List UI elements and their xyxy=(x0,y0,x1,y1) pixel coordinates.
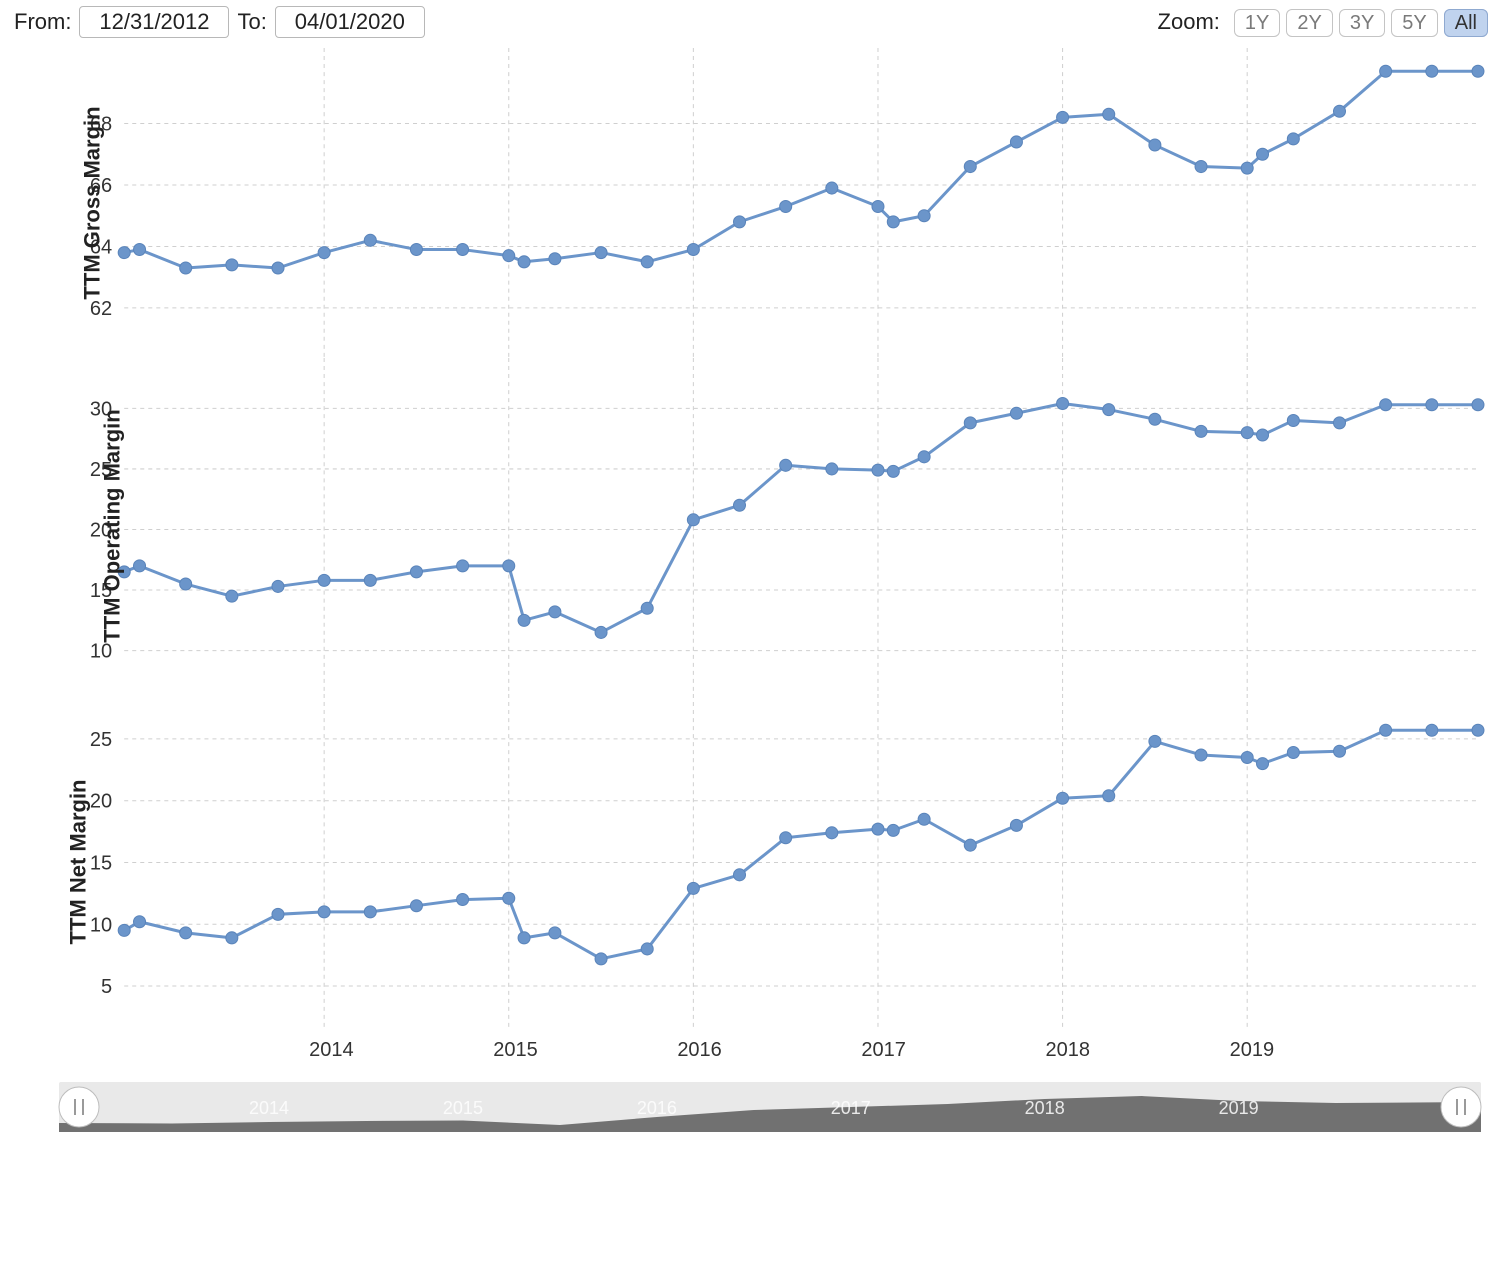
to-label: To: xyxy=(237,9,266,35)
zoom-button-1y[interactable]: 1Y xyxy=(1234,9,1280,37)
svg-text:2014: 2014 xyxy=(309,1039,354,1061)
svg-text:2015: 2015 xyxy=(493,1039,537,1061)
ylabel-gross: TTM Gross Margin xyxy=(80,106,106,299)
svg-text:2014: 2014 xyxy=(249,1098,289,1118)
svg-text:5: 5 xyxy=(101,976,112,998)
from-date-input[interactable]: 12/31/2012 xyxy=(79,6,229,38)
svg-text:20: 20 xyxy=(90,791,112,813)
toolbar: From: 12/31/2012 To: 04/01/2020 Zoom: 1Y… xyxy=(0,6,1502,48)
svg-text:2016: 2016 xyxy=(677,1039,722,1061)
chart-net: 5 10 15 20 25 xyxy=(54,694,1488,1031)
svg-text:2018: 2018 xyxy=(1046,1039,1091,1061)
zoom-label: Zoom: xyxy=(1158,9,1220,35)
from-label: From: xyxy=(14,9,71,35)
svg-text:62: 62 xyxy=(90,298,112,320)
zoom-button-5y[interactable]: 5Y xyxy=(1391,9,1437,37)
chart-operating: 1015202530 xyxy=(54,358,1488,695)
svg-text:15: 15 xyxy=(90,852,112,874)
zoom-button-all[interactable]: All xyxy=(1444,9,1488,37)
svg-text:2015: 2015 xyxy=(443,1098,483,1118)
range-handle-left[interactable] xyxy=(59,1087,99,1127)
x-axis: 2014 2015 2016 2017 2018 2019 xyxy=(52,1030,1502,1070)
svg-text:2019: 2019 xyxy=(1219,1098,1259,1118)
to-date-input[interactable]: 04/01/2020 xyxy=(275,6,425,38)
range-handle-right[interactable] xyxy=(1441,1087,1481,1127)
svg-text:10: 10 xyxy=(90,641,112,663)
chart-gross: 62646668 xyxy=(54,48,1488,359)
svg-text:2018: 2018 xyxy=(1025,1098,1065,1118)
svg-text:25: 25 xyxy=(90,729,112,751)
ylabel-operating: TTM Operating Margin xyxy=(100,409,126,642)
zoom-button-2y[interactable]: 2Y xyxy=(1286,9,1332,37)
svg-text:10: 10 xyxy=(90,914,112,936)
ylabel-net: TTM Net Margin xyxy=(66,780,92,945)
svg-text:2017: 2017 xyxy=(861,1039,906,1061)
svg-text:2019: 2019 xyxy=(1230,1039,1275,1061)
zoom-button-3y[interactable]: 3Y xyxy=(1339,9,1385,37)
svg-text:2017: 2017 xyxy=(831,1098,871,1118)
range-navigator[interactable]: 2014 2015 2016 2017 2018 2019 xyxy=(52,1076,1488,1138)
svg-text:2016: 2016 xyxy=(637,1098,677,1118)
